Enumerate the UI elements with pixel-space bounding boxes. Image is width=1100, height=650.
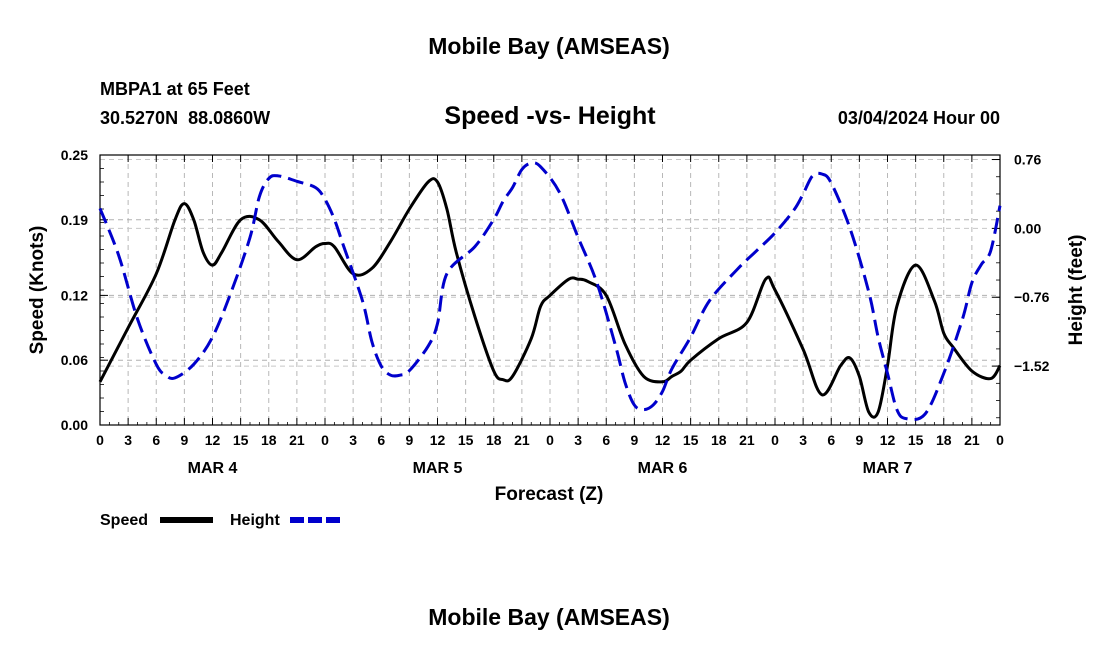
- x-tick-label: 12: [655, 432, 671, 448]
- x-axis-label: Forecast (Z): [495, 484, 604, 505]
- x-tick-label: 21: [289, 432, 305, 448]
- x-tick-label: 18: [486, 432, 502, 448]
- x-tick-label: 6: [602, 432, 610, 448]
- y-left-tick-label: 0.00: [61, 417, 88, 433]
- y-axis-label-right: Height (feet): [1066, 235, 1087, 346]
- y-left-tick-label: 0.25: [61, 147, 88, 163]
- chart-subtitle: Speed -vs- Height: [444, 102, 656, 130]
- y-axis-label-left: Speed (Knots): [27, 226, 48, 355]
- x-tick-label: 15: [458, 432, 474, 448]
- x-tick-label: 12: [205, 432, 221, 448]
- x-tick-label: 9: [180, 432, 188, 448]
- legend-speed-label: Speed: [100, 512, 148, 529]
- x-tick-label: 21: [964, 432, 980, 448]
- x-tick-label: 15: [683, 432, 699, 448]
- x-tick-label: 0: [96, 432, 104, 448]
- x-tick-label: 21: [739, 432, 755, 448]
- x-day-label: MAR 6: [638, 460, 688, 477]
- x-day-label: MAR 4: [188, 460, 238, 477]
- y-right-tick-label: −1.52: [1014, 358, 1050, 374]
- y-right-tick-label: −0.76: [1014, 289, 1050, 305]
- series-line-speed: [98, 177, 1002, 419]
- gridlines: [100, 155, 1000, 425]
- x-tick-label: 3: [574, 432, 582, 448]
- y-left-tick-label: 0.19: [61, 212, 88, 228]
- x-tick-label: 18: [936, 432, 952, 448]
- x-tick-label: 15: [908, 432, 924, 448]
- x-tick-label: 18: [711, 432, 727, 448]
- y-right-tick-label: 0.00: [1014, 220, 1041, 236]
- x-tick-label: 3: [124, 432, 132, 448]
- coords-label: 30.5270N 88.0860W: [100, 108, 270, 128]
- x-tick-label: 9: [855, 432, 863, 448]
- series-lines: [98, 161, 1002, 422]
- y-right-tick-label: 0.76: [1014, 152, 1041, 168]
- x-tick-label: 9: [405, 432, 413, 448]
- chart-title: Mobile Bay (AMSEAS): [428, 33, 670, 59]
- y-left-tick-label: 0.12: [61, 287, 88, 303]
- legend: Speed Height: [100, 512, 343, 529]
- axes: 0 3 6 9 12 15 18 21 0 3 6 9 12 15 18 21 0 3 6 9 12 15 18 21 0 3 6 9…: [61, 147, 1050, 477]
- x-tick-label: 21: [514, 432, 530, 448]
- x-tick-label: 0: [996, 432, 1004, 448]
- x-tick-label: 12: [880, 432, 896, 448]
- x-tick-label: 0: [321, 432, 329, 448]
- x-day-label: MAR 7: [863, 460, 913, 477]
- x-tick-label: 0: [771, 432, 779, 448]
- legend-height-label: Height: [230, 512, 280, 529]
- x-tick-label: 6: [827, 432, 835, 448]
- footer-title: Mobile Bay (AMSEAS): [428, 604, 670, 630]
- x-day-label: MAR 5: [413, 460, 463, 477]
- y-left-tick-label: 0.06: [61, 352, 88, 368]
- x-tick-label: 6: [377, 432, 385, 448]
- series-line-height: [98, 161, 1002, 422]
- x-tick-label: 15: [233, 432, 249, 448]
- station-label: MBPA1 at 65 Feet: [100, 79, 250, 99]
- x-tick-label: 6: [152, 432, 160, 448]
- date-label: 03/04/2024 Hour 00: [838, 108, 1000, 128]
- x-tick-label: 3: [799, 432, 807, 448]
- x-tick-label: 9: [630, 432, 638, 448]
- x-tick-label: 12: [430, 432, 446, 448]
- x-tick-label: 3: [349, 432, 357, 448]
- x-tick-label: 18: [261, 432, 277, 448]
- x-tick-label: 0: [546, 432, 554, 448]
